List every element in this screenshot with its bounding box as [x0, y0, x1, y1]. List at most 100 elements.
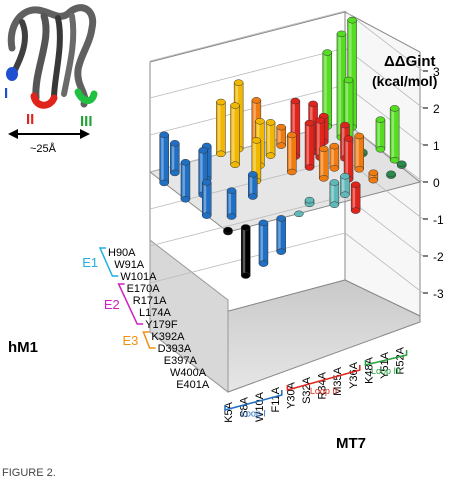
bar-top-cap — [290, 97, 301, 105]
bar-top-cap — [180, 159, 191, 166]
bar-top-cap — [347, 16, 357, 24]
bar-highlight — [200, 151, 203, 194]
bar-body — [329, 182, 340, 205]
bar-top-cap — [248, 171, 258, 178]
bar-highlight — [370, 173, 373, 180]
bar-bottom-cap — [180, 196, 191, 203]
bar-M35A-L174A — [304, 119, 315, 171]
bar-Y30A-H90A — [216, 98, 226, 158]
bar-body — [276, 218, 286, 252]
inset-loop-label-iii: III — [80, 113, 93, 130]
bar-bottom-cap — [304, 164, 315, 171]
bar-Y36A-Y179F — [329, 142, 340, 172]
bar-top-cap — [386, 170, 396, 178]
hm1-tick-label: E397A — [164, 355, 198, 367]
z-axis-ticks: -3 -2 -1 0 1 2 3 — [423, 65, 444, 301]
bar-top-cap — [287, 131, 297, 139]
bar-highlight — [345, 139, 349, 179]
bar-body — [350, 184, 361, 211]
bar-top-cap — [294, 210, 304, 218]
mt7-group-brackets: Loop I Loop II Loop III — [224, 350, 408, 419]
hm1-group-label: E2 — [104, 297, 120, 312]
bars-layer — [159, 16, 407, 279]
bar-bottom-cap — [170, 169, 180, 177]
mt7-tick-label: S8A — [239, 396, 251, 417]
z-gridline-right — [344, 10, 424, 72]
bar-F11A-K392A — [248, 171, 258, 200]
bar-bottom-cap — [368, 176, 379, 184]
bar-top-cap — [216, 98, 226, 106]
mt7-tick-label: Y36A — [348, 361, 360, 389]
z-gridline-back — [149, 84, 346, 136]
bar-R52A-L174A — [375, 116, 386, 153]
bar-highlight — [161, 135, 164, 182]
bar-F11A-E401A — [276, 215, 286, 255]
bar-top-cap — [329, 142, 340, 150]
bar-body — [201, 182, 212, 216]
bar-body — [287, 134, 297, 173]
bar-Y36A-E397A — [350, 181, 361, 214]
bar-highlight — [317, 121, 320, 157]
bar-R52A-K392A — [389, 105, 400, 164]
hm1-tick-label: R171A — [133, 295, 167, 307]
z-tick-label: -2 — [433, 250, 444, 264]
figure-caption: FIGURE 2. — [2, 467, 56, 479]
mt7-tick-label: R52A — [395, 346, 407, 374]
mt7-tick-label: K5A — [223, 401, 235, 422]
bar-bottom-cap — [276, 142, 286, 149]
bar-body — [248, 174, 258, 197]
bar-bottom-cap — [226, 213, 237, 220]
bar-highlight — [349, 21, 352, 127]
inset-loop-label-ii: II — [26, 111, 34, 128]
bar-R52A-D393A — [396, 160, 407, 169]
bar-K5A-L174A — [180, 159, 191, 203]
bar-top-cap — [336, 30, 347, 38]
bar-body — [159, 134, 169, 184]
bar-highlight — [217, 103, 221, 153]
mt7-tick-label: W10A — [254, 391, 266, 422]
bar-top-cap — [276, 123, 286, 131]
bar-top-cap — [315, 117, 325, 124]
bar-highlight — [278, 128, 281, 145]
bar-top-cap — [240, 224, 251, 231]
bar-highlight — [260, 223, 263, 263]
bar-bottom-cap — [265, 152, 276, 159]
bar-top-cap — [340, 121, 350, 129]
bar-highlight — [182, 163, 185, 199]
bar-highlight — [338, 34, 341, 137]
bar-highlight — [203, 183, 207, 215]
bar-top-cap — [318, 145, 329, 153]
bar-highlight — [331, 183, 334, 204]
mt7-tick-label: R34A — [317, 371, 329, 399]
plot-box — [148, 11, 422, 394]
bar-highlight — [331, 147, 334, 168]
z-tick-label: -3 — [433, 287, 444, 301]
z-tick-label: 1 — [433, 139, 440, 153]
bar-bottom-cap — [276, 248, 286, 255]
bar-bottom-cap — [287, 168, 297, 176]
bar-highlight — [342, 177, 345, 194]
bar-top-cap — [258, 219, 269, 227]
bar-bottom-cap — [340, 191, 350, 198]
bar-highlight — [306, 124, 310, 167]
bar-body — [226, 190, 237, 217]
mt7-group-bracket — [286, 365, 361, 391]
hm1-tick-label: H90A — [108, 247, 136, 259]
x-axis-title: MT7 — [336, 435, 366, 452]
bar-top-cap — [389, 105, 400, 112]
bar-highlight — [342, 126, 345, 158]
bar-top-cap — [198, 147, 208, 154]
bar-K48A-E397A — [368, 169, 379, 184]
hm1-tick-label: Y179F — [145, 319, 178, 331]
hm1-group-brackets: E1 E2 E3 — [82, 247, 156, 349]
hm1-tick-label: L174A — [139, 307, 171, 319]
bar-top-cap — [230, 102, 240, 109]
bar-top-cap — [368, 169, 379, 177]
mt7-tick-label: M35A — [332, 366, 344, 395]
bar-S32A-W400A — [304, 196, 315, 208]
bar-Y30A-E401A — [294, 210, 304, 218]
bar-body — [354, 135, 364, 170]
bar-S8A-E401A — [240, 224, 251, 279]
bar-body — [258, 222, 269, 264]
bar-K48A-K392A — [354, 132, 364, 173]
